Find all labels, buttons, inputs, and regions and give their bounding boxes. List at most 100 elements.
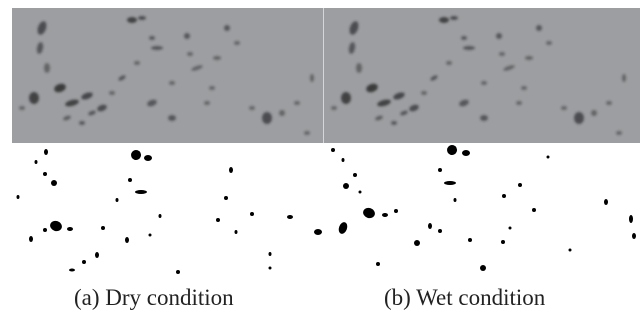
- texture-spot: [128, 178, 132, 182]
- texture-spot: [382, 213, 388, 217]
- texture-spot: [43, 172, 47, 176]
- texture-spot: [604, 199, 608, 205]
- texture-spot: [16, 195, 20, 199]
- texture-spot: [459, 99, 469, 107]
- texture-spot: [149, 36, 155, 40]
- texture-spot: [304, 131, 310, 135]
- texture-spot: [366, 83, 378, 93]
- dry-photo-dark-spots: [19, 16, 314, 135]
- texture-spot: [409, 104, 419, 112]
- texture-spot: [438, 168, 442, 172]
- texture-spot: [462, 150, 470, 156]
- texture-spot: [536, 25, 542, 31]
- texture-spot: [574, 112, 584, 124]
- texture-spot: [377, 99, 391, 107]
- texture-spot: [496, 33, 502, 39]
- texture-spot: [532, 208, 536, 212]
- texture-spot: [95, 252, 99, 258]
- texture-spot: [525, 56, 533, 60]
- texture-spot: [115, 198, 119, 202]
- texture-spot: [229, 167, 233, 173]
- texture-spot: [37, 21, 47, 35]
- texture-spot: [463, 46, 475, 50]
- texture-spot: [169, 81, 175, 85]
- texture-spot: [632, 233, 636, 239]
- dry-condition-binary-image: [16, 149, 322, 274]
- texture-spot: [606, 101, 612, 105]
- texture-spot: [521, 86, 527, 90]
- texture-spot: [184, 33, 190, 39]
- texture-spot: [158, 214, 162, 218]
- wet-condition-binary-image: [331, 145, 636, 271]
- texture-spot: [428, 223, 432, 229]
- texture-spot: [65, 99, 79, 107]
- texture-spot: [438, 229, 442, 233]
- texture-spot: [499, 52, 505, 56]
- texture-spot: [81, 92, 93, 100]
- texture-spot: [118, 75, 126, 81]
- texture-spot: [358, 190, 362, 194]
- texture-spot: [341, 158, 345, 162]
- texture-spot: [43, 228, 47, 232]
- texture-spot: [51, 180, 57, 186]
- texture-spot: [209, 86, 215, 90]
- texture-spot: [79, 121, 85, 125]
- texture-spot: [63, 115, 71, 121]
- texture-spot: [279, 110, 285, 116]
- texture-spot: [503, 65, 515, 71]
- texture-spot: [331, 148, 335, 152]
- texture-spot: [82, 260, 86, 264]
- texture-spot: [234, 230, 238, 234]
- texture-spot: [151, 46, 163, 50]
- texture-spot: [125, 237, 129, 243]
- texture-spot: [439, 17, 449, 23]
- texture-spot: [616, 131, 622, 135]
- texture-spot: [268, 266, 272, 270]
- texture-spot: [453, 198, 457, 202]
- texture-spot: [213, 56, 221, 60]
- texture-spot: [36, 42, 44, 54]
- texture-spot: [394, 209, 398, 213]
- texture-spot: [224, 25, 230, 31]
- texture-spot: [622, 74, 626, 82]
- texture-spot: [414, 240, 420, 246]
- texture-spot: [391, 121, 397, 125]
- texture-spot: [314, 229, 322, 235]
- texture-spot: [216, 218, 220, 222]
- texture-spot: [294, 101, 300, 105]
- texture-spot: [287, 215, 293, 219]
- texture-spot: [468, 238, 472, 242]
- texture-spot: [356, 63, 362, 73]
- texture-spot: [546, 41, 552, 45]
- texture-spot: [204, 101, 210, 105]
- texture-spot: [168, 115, 176, 121]
- texture-spot: [480, 115, 488, 121]
- texture-spot: [629, 215, 633, 223]
- texture-spot: [134, 61, 140, 65]
- texture-spot: [348, 42, 356, 54]
- texture-spot: [176, 270, 180, 274]
- texture-spot: [101, 226, 105, 230]
- texture-spot: [187, 52, 193, 56]
- texture-spot: [135, 190, 147, 194]
- texture-spot: [19, 106, 25, 110]
- texture-spot: [131, 150, 141, 160]
- texture-spot: [502, 194, 506, 198]
- texture-spot: [393, 92, 405, 100]
- texture-spot: [50, 220, 62, 232]
- texture-spot: [363, 207, 375, 219]
- texture-spot: [516, 101, 522, 105]
- texture-spot: [446, 61, 452, 65]
- texture-spot: [44, 149, 48, 155]
- texture-spot: [44, 63, 50, 73]
- texture-spot: [29, 236, 33, 242]
- texture-spot: [518, 183, 522, 187]
- texture-spot: [249, 106, 255, 110]
- texture-spot: [191, 65, 203, 71]
- texture-spot: [268, 252, 272, 256]
- texture-spot: [338, 222, 348, 234]
- texture-spot: [341, 92, 351, 104]
- texture-spot: [376, 262, 380, 266]
- texture-spot: [97, 104, 107, 112]
- texture-spot: [353, 173, 357, 177]
